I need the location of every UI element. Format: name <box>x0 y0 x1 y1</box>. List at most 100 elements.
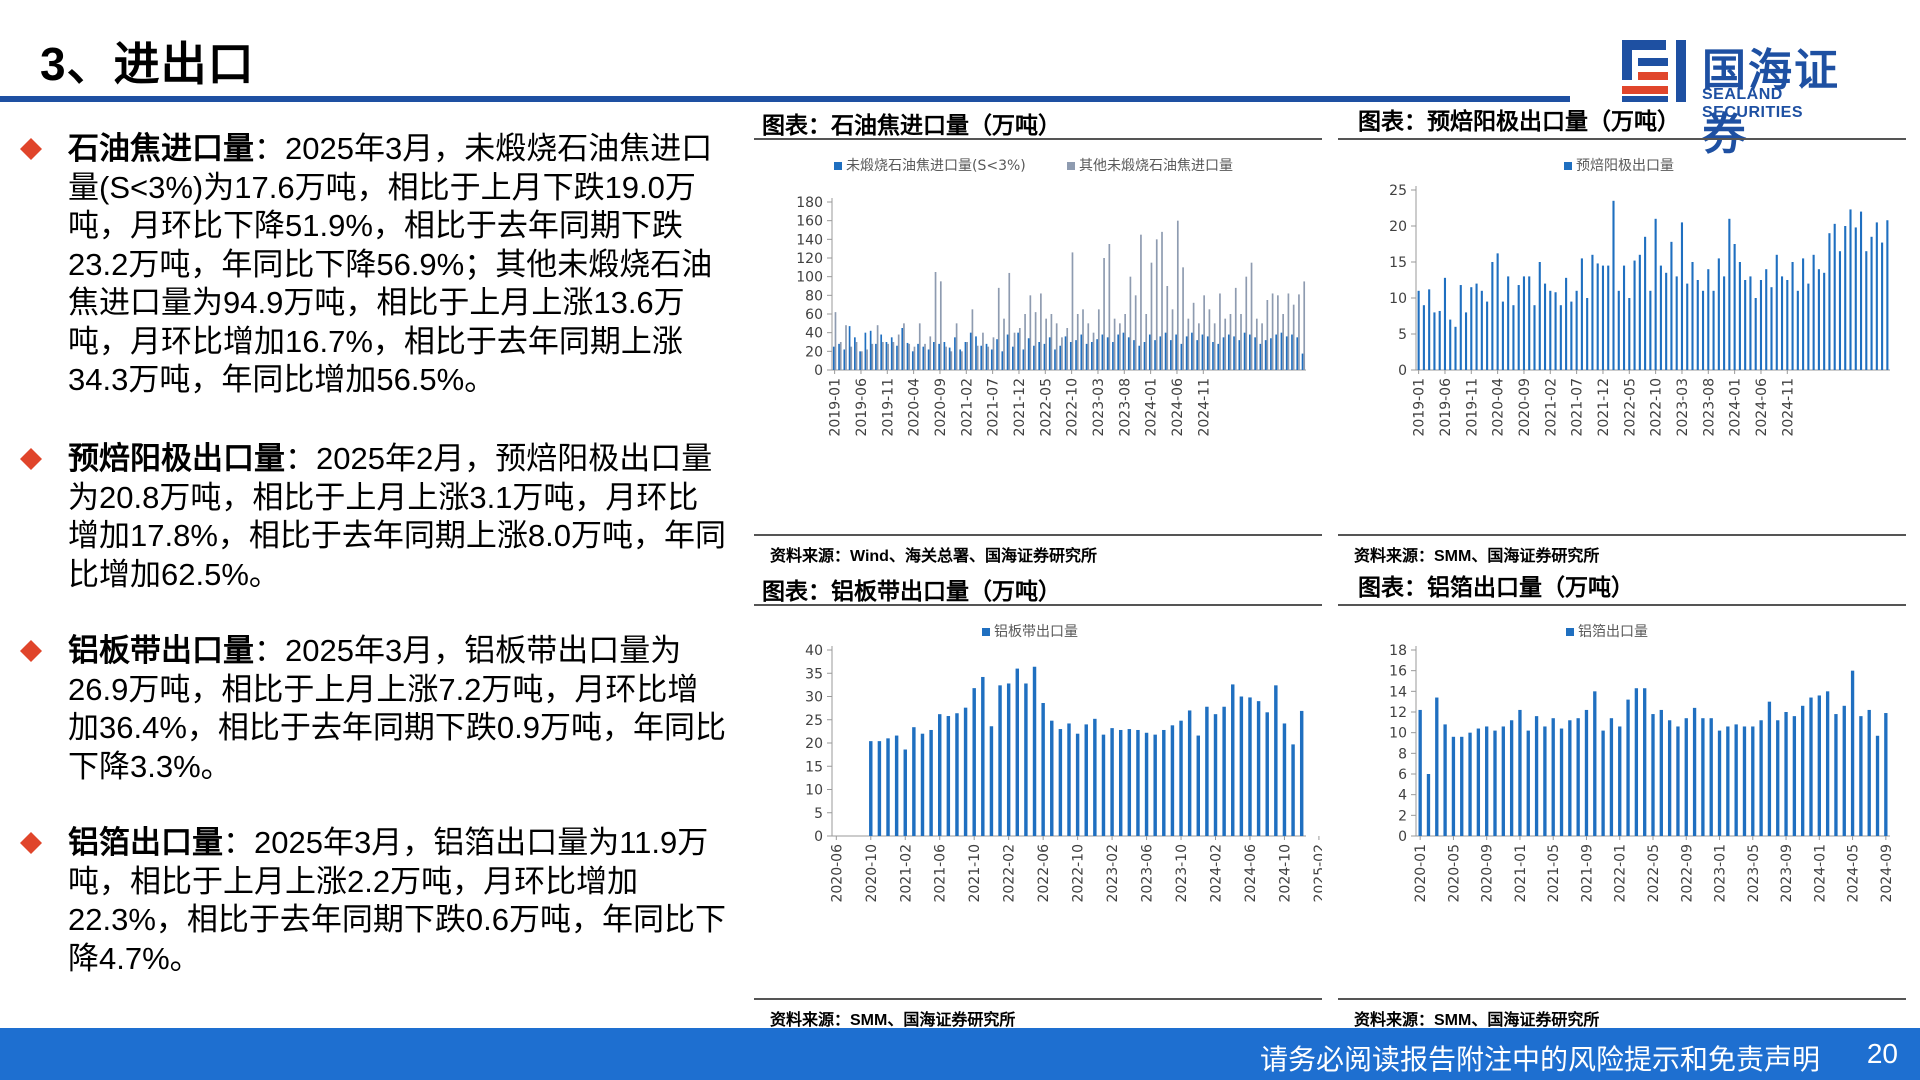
bar <box>1203 295 1205 370</box>
bar <box>961 351 963 370</box>
y-tick-label: 180 <box>796 195 823 211</box>
bar <box>1854 227 1857 370</box>
bar <box>1179 720 1183 836</box>
bar <box>1638 254 1641 370</box>
x-tick-label: 2021-07 <box>986 378 1002 437</box>
bar <box>1129 276 1132 370</box>
bar <box>1027 338 1030 370</box>
bar <box>1050 720 1054 836</box>
chart-source-rule <box>1338 534 1906 536</box>
bar <box>1533 305 1536 370</box>
bar <box>917 343 919 370</box>
y-tick-label: 12 <box>1389 705 1407 721</box>
x-tick-label: 2022-10 <box>1071 844 1087 903</box>
bar <box>1838 251 1842 370</box>
bar <box>1559 728 1564 836</box>
bar <box>903 749 907 836</box>
legend-swatch <box>834 162 842 170</box>
bar <box>1022 349 1025 370</box>
chart-title-rule <box>754 604 1322 606</box>
y-tick-label: 14 <box>1389 684 1407 700</box>
bar <box>882 342 884 370</box>
bar <box>901 328 904 370</box>
x-tick-label: 2024-11 <box>1196 378 1212 437</box>
bar <box>1127 729 1132 836</box>
bar <box>1649 290 1652 370</box>
bar <box>1596 263 1599 370</box>
y-tick-label: 0 <box>814 829 823 845</box>
bar <box>832 346 835 370</box>
bar <box>1055 323 1058 370</box>
bar <box>972 688 976 836</box>
bar <box>1618 726 1622 836</box>
bar <box>1526 730 1530 836</box>
bar <box>1006 334 1009 370</box>
bar <box>1254 337 1256 370</box>
bar <box>1032 666 1037 836</box>
x-tick-label: 2019-11 <box>880 378 896 437</box>
bar <box>1670 241 1673 370</box>
bar <box>922 346 925 370</box>
bar <box>1825 691 1830 836</box>
bar <box>1426 774 1431 836</box>
bar <box>1250 262 1253 370</box>
bar <box>1185 336 1188 370</box>
bar <box>843 349 846 370</box>
disclaimer-link[interactable]: 请务必阅读报告附注中的风险提示和免责声明 <box>1259 1044 1820 1075</box>
bar <box>918 323 921 370</box>
bar <box>1238 340 1241 370</box>
bar <box>1493 730 1497 836</box>
bar <box>1842 705 1846 836</box>
bar <box>1626 699 1630 836</box>
bar <box>1066 328 1069 370</box>
bar <box>1791 262 1794 370</box>
bar <box>934 272 937 370</box>
bar <box>1298 294 1300 370</box>
x-tick-label: 2024-01 <box>1812 844 1828 903</box>
footer-bar: 请务必阅读报告附注中的风险提示和免责声明 20 <box>0 1028 1920 1080</box>
bar <box>1122 332 1125 370</box>
bar <box>1012 346 1014 370</box>
bar <box>1164 332 1167 370</box>
bar <box>1206 336 1209 370</box>
x-tick-label: 2022-02 <box>1002 844 1018 903</box>
x-tick-label: 2021-01 <box>1513 844 1529 903</box>
chart-title-rule <box>1338 138 1906 140</box>
bar <box>1742 726 1747 836</box>
bar <box>1085 343 1088 370</box>
bar <box>1136 729 1140 836</box>
bar <box>1170 725 1175 836</box>
bar <box>1127 337 1130 370</box>
bar <box>897 334 900 370</box>
bar <box>1543 283 1547 370</box>
bar <box>1191 332 1193 370</box>
bar <box>880 334 883 370</box>
bar <box>911 351 914 370</box>
bar <box>1817 695 1821 836</box>
bar <box>1796 290 1799 370</box>
bar <box>1464 312 1468 370</box>
bar <box>1076 314 1079 370</box>
x-tick-label: 2024-10 <box>1277 844 1293 903</box>
bar <box>1231 684 1235 836</box>
bar <box>1064 336 1067 370</box>
y-tick-label: 40 <box>805 326 823 342</box>
x-tick-label: 2021-09 <box>1579 844 1595 903</box>
chart-title: 图表：石油焦进口量（万吨） <box>762 112 1061 138</box>
bar <box>1261 323 1263 370</box>
bar <box>1809 697 1813 836</box>
bar <box>976 345 979 370</box>
bar <box>955 713 959 836</box>
bar <box>1792 716 1797 836</box>
bar <box>1580 258 1583 370</box>
bar <box>924 343 926 370</box>
bullet-body: ：2025年3月，未煅烧石油焦进口量(S<3%)为17.6万吨，相比于上月下跌1… <box>68 131 713 397</box>
bar <box>1234 287 1237 370</box>
bar <box>1612 200 1615 370</box>
x-tick-label: 2021-12 <box>1012 378 1028 437</box>
bar <box>908 343 911 370</box>
chart-al-sheet-exports: 铝板带出口量 0 5 10 15 20 25 30 35 40 2020-06 2020-10 2021… <box>805 624 1322 903</box>
chart-anode-exports: 预焙阳极出口量 0 5 10 15 20 25 2019-01 2019-06 2019-11 20… <box>1389 158 1890 437</box>
bar <box>1266 300 1269 370</box>
bar <box>1296 337 1299 370</box>
